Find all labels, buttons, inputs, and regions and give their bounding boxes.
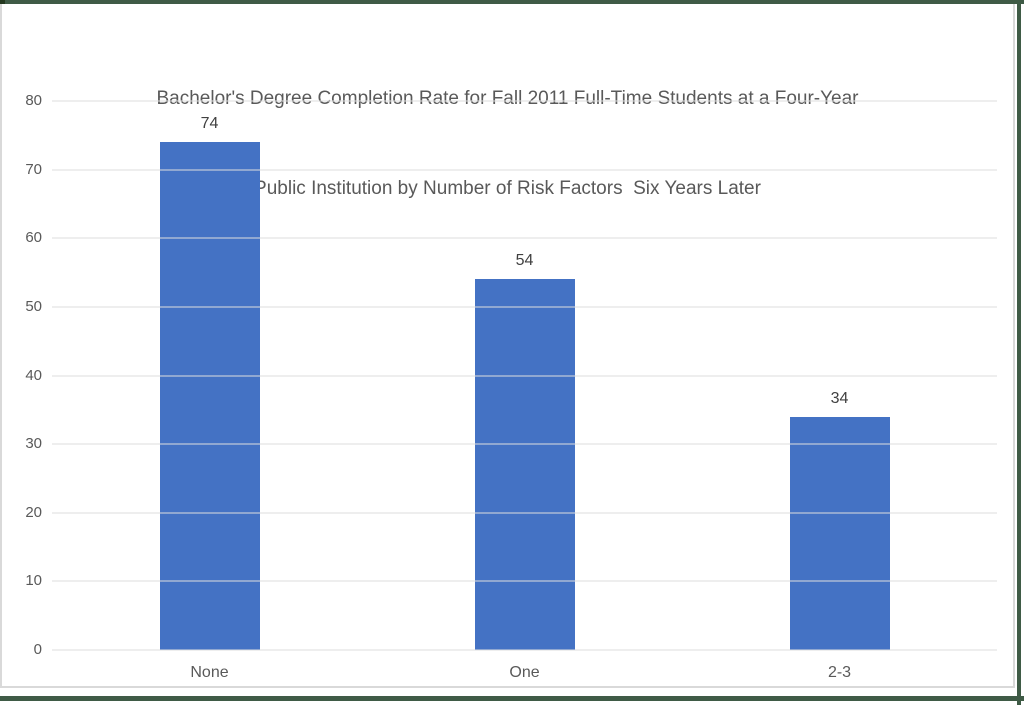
bar-slot-2-3: 34 2-3: [682, 101, 997, 681]
frame-corner: [0, 0, 5, 5]
data-label-One: 54: [515, 252, 534, 270]
y-axis-tick-label-80: 80: [25, 92, 42, 109]
frame-top-border: [0, 0, 1024, 4]
gridline-y-80: [52, 100, 997, 102]
bar-slot-None: 74 None: [52, 101, 367, 681]
x-axis-category-label-2-3: 2-3: [827, 664, 852, 681]
y-axis-tick-label-10: 10: [25, 572, 42, 590]
x-axis-category-label-One: One: [509, 664, 540, 681]
gridline-y-60: [52, 237, 997, 239]
frame-right-border: [1017, 0, 1021, 705]
bar-One: [474, 279, 575, 650]
plot-area: 74 None 54 One 34 2-3 0 10 20 30 40 50 60 70 80: [25, 92, 997, 681]
chart-area: Bachelor's Degree Completion Rate for Fa…: [0, 4, 1015, 688]
y-axis-tick-label-30: 30: [25, 435, 42, 453]
gridline-y-70: [52, 169, 997, 171]
bars-row: 74 None 54 One 34 2-3: [52, 101, 997, 681]
frame-bottom-border: [0, 696, 1024, 701]
gridline-y-0: [52, 649, 997, 651]
gridline-y-20: [52, 512, 997, 514]
x-axis-category-label-None: None: [190, 664, 229, 681]
chart-title-line2: Public Institution by Number of Risk Fac…: [254, 178, 761, 199]
data-label-2-3: 34: [830, 389, 849, 407]
y-axis-tick-label-40: 40: [25, 366, 42, 384]
gridline-y-10: [52, 580, 997, 582]
y-axis-tick-label-50: 50: [25, 297, 42, 315]
gridline-y-40: [52, 375, 997, 376]
y-axis-tick-label-20: 20: [25, 503, 42, 521]
chart-title-line1: Bachelor's Degree Completion Rate for Fa…: [156, 88, 859, 109]
y-axis-tick-label-0: 0: [33, 641, 42, 658]
y-axis-tick-label-70: 70: [25, 160, 42, 178]
bar-slot-One: 54 One: [367, 101, 682, 681]
bar-None: [159, 142, 260, 650]
chart-title: Bachelor's Degree Completion Rate for Fa…: [2, 24, 1013, 264]
y-axis-tick-label-60: 60: [25, 229, 42, 247]
data-label-None: 74: [200, 115, 219, 133]
bar-2-3: [789, 416, 890, 650]
gridline-y-30: [52, 443, 997, 445]
gridline-y-50: [52, 306, 997, 308]
